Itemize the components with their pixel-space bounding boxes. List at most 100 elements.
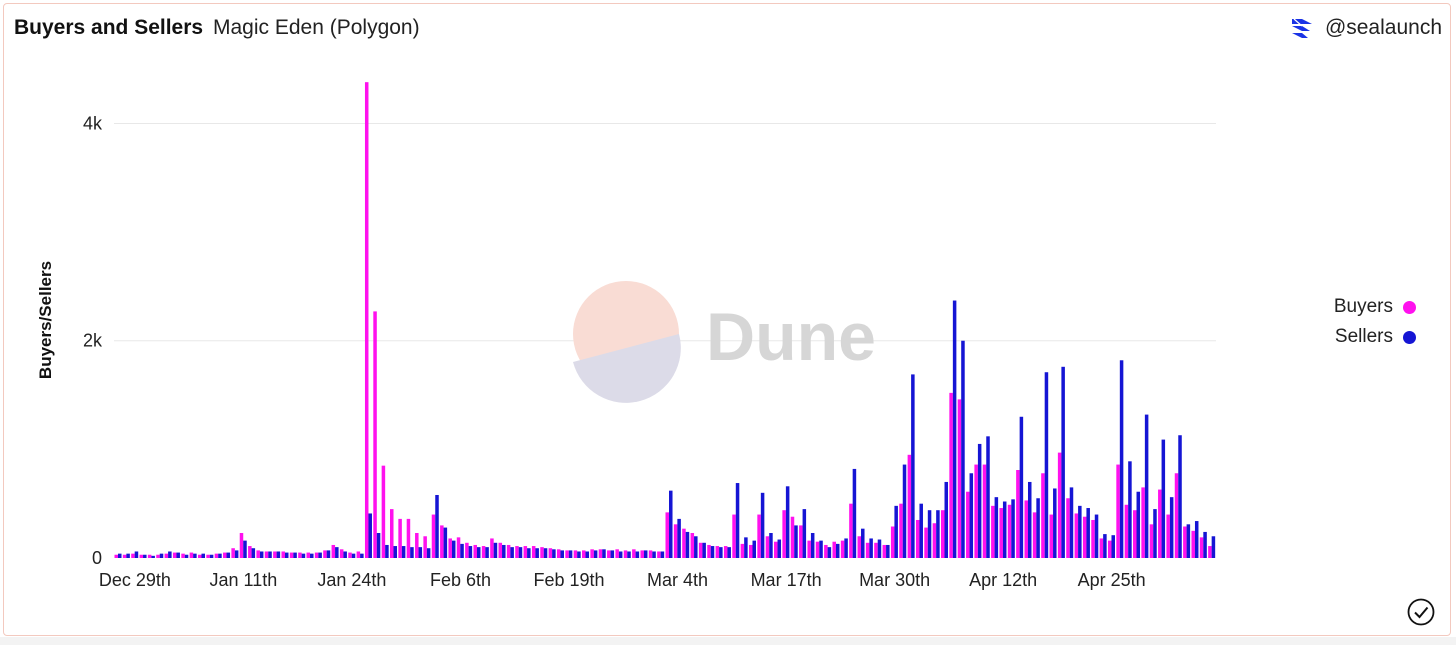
bar-buyers[interactable]	[339, 549, 344, 558]
bar-sellers[interactable]	[835, 543, 840, 558]
legend-item-sellers[interactable]: Sellers	[1328, 322, 1416, 352]
bar-buyers[interactable]	[1099, 538, 1104, 558]
bar-sellers[interactable]	[376, 533, 381, 558]
bar-sellers[interactable]	[468, 546, 473, 558]
bar-sellers[interactable]	[1103, 534, 1107, 558]
bar-sellers[interactable]	[936, 510, 940, 558]
bar-buyers[interactable]	[273, 551, 277, 558]
bar-sellers[interactable]	[1144, 414, 1149, 558]
bar-sellers[interactable]	[310, 553, 314, 558]
bar-buyers[interactable]	[490, 538, 494, 558]
bar-buyers[interactable]	[1141, 487, 1145, 558]
bar-sellers[interactable]	[1069, 487, 1074, 558]
bar-sellers[interactable]	[527, 548, 531, 558]
bar-buyers[interactable]	[799, 525, 803, 558]
bar-buyers[interactable]	[1066, 498, 1070, 558]
bar-buyers[interactable]	[732, 514, 736, 558]
bar-sellers[interactable]	[284, 552, 289, 558]
bar-sellers[interactable]	[944, 481, 949, 558]
bar-buyers[interactable]	[465, 542, 469, 558]
bar-buyers[interactable]	[698, 542, 703, 558]
bar-sellers[interactable]	[259, 551, 264, 558]
bar-buyers[interactable]	[648, 550, 653, 558]
bar-buyers[interactable]	[782, 510, 786, 558]
bar-sellers[interactable]	[276, 551, 281, 558]
bar-buyers[interactable]	[298, 552, 302, 558]
bar-sellers[interactable]	[318, 552, 322, 558]
bar-sellers[interactable]	[460, 543, 464, 558]
bar-buyers[interactable]	[264, 551, 269, 558]
bar-sellers[interactable]	[159, 553, 164, 558]
bar-buyers[interactable]	[1032, 512, 1037, 558]
bar-buyers[interactable]	[974, 464, 978, 558]
bar-buyers[interactable]	[690, 533, 695, 558]
bar-buyers[interactable]	[231, 548, 235, 558]
bar-sellers[interactable]	[1169, 497, 1174, 558]
bar-sellers[interactable]	[627, 551, 631, 558]
bar-buyers[interactable]	[982, 464, 987, 558]
bar-sellers[interactable]	[869, 538, 873, 558]
bar-buyers[interactable]	[164, 553, 169, 558]
bar-buyers[interactable]	[473, 544, 477, 558]
bar-buyers[interactable]	[1007, 504, 1012, 558]
bar-sellers[interactable]	[343, 551, 347, 558]
bar-buyers[interactable]	[1166, 514, 1170, 558]
bar-buyers[interactable]	[423, 536, 427, 558]
bar-buyers[interactable]	[314, 552, 319, 558]
bar-sellers[interactable]	[719, 547, 723, 558]
bar-sellers[interactable]	[476, 547, 481, 558]
bar-buyers[interactable]	[456, 537, 461, 558]
bar-buyers[interactable]	[665, 512, 670, 558]
bar-buyers[interactable]	[1199, 537, 1204, 558]
bar-sellers[interactable]	[694, 536, 698, 558]
bar-sellers[interactable]	[660, 551, 665, 558]
bar-buyers[interactable]	[197, 554, 202, 558]
bar-sellers[interactable]	[435, 494, 439, 558]
bar-sellers[interactable]	[1186, 524, 1191, 558]
bar-buyers[interactable]	[590, 549, 594, 558]
bar-sellers[interactable]	[560, 550, 564, 558]
bar-buyers[interactable]	[348, 552, 352, 558]
bar-buyers[interactable]	[882, 544, 887, 558]
bar-buyers[interactable]	[765, 536, 770, 558]
bar-sellers[interactable]	[911, 374, 915, 558]
bar-sellers[interactable]	[602, 549, 606, 558]
bar-sellers[interactable]	[919, 503, 923, 558]
bar-sellers[interactable]	[385, 544, 389, 558]
bar-buyers[interactable]	[1133, 510, 1137, 558]
bar-buyers[interactable]	[907, 454, 912, 558]
bar-buyers[interactable]	[991, 505, 995, 558]
bar-buyers[interactable]	[556, 549, 561, 558]
bar-buyers[interactable]	[147, 554, 152, 558]
bar-buyers[interactable]	[890, 526, 895, 559]
bar-buyers[interactable]	[682, 528, 686, 558]
bar-sellers[interactable]	[827, 547, 832, 558]
bar-buyers[interactable]	[824, 544, 828, 558]
bar-buyers[interactable]	[623, 550, 628, 558]
bar-buyers[interactable]	[373, 311, 377, 558]
bar-buyers[interactable]	[523, 546, 528, 558]
bar-sellers[interactable]	[552, 549, 556, 558]
bar-buyers[interactable]	[1149, 524, 1154, 558]
bar-buyers[interactable]	[248, 546, 252, 558]
bar-sellers[interactable]	[201, 553, 205, 558]
bar-buyers[interactable]	[757, 514, 761, 558]
bar-sellers[interactable]	[744, 537, 748, 558]
bar-sellers[interactable]	[977, 443, 982, 558]
bar-sellers[interactable]	[702, 542, 706, 558]
bar-buyers[interactable]	[406, 518, 411, 558]
bar-sellers[interactable]	[1178, 435, 1182, 558]
bar-sellers[interactable]	[1203, 531, 1207, 558]
bar-buyers[interactable]	[607, 550, 611, 558]
bar-sellers[interactable]	[351, 553, 356, 558]
bar-sellers[interactable]	[1019, 416, 1024, 558]
bar-sellers[interactable]	[635, 551, 640, 558]
bar-buyers[interactable]	[356, 551, 361, 558]
bar-sellers[interactable]	[443, 527, 448, 558]
bar-sellers[interactable]	[1161, 439, 1166, 558]
bar-sellers[interactable]	[652, 551, 656, 558]
bar-buyers[interactable]	[1057, 452, 1062, 558]
bar-buyers[interactable]	[941, 510, 945, 558]
bar-sellers[interactable]	[451, 540, 456, 558]
bar-sellers[interactable]	[401, 546, 406, 558]
